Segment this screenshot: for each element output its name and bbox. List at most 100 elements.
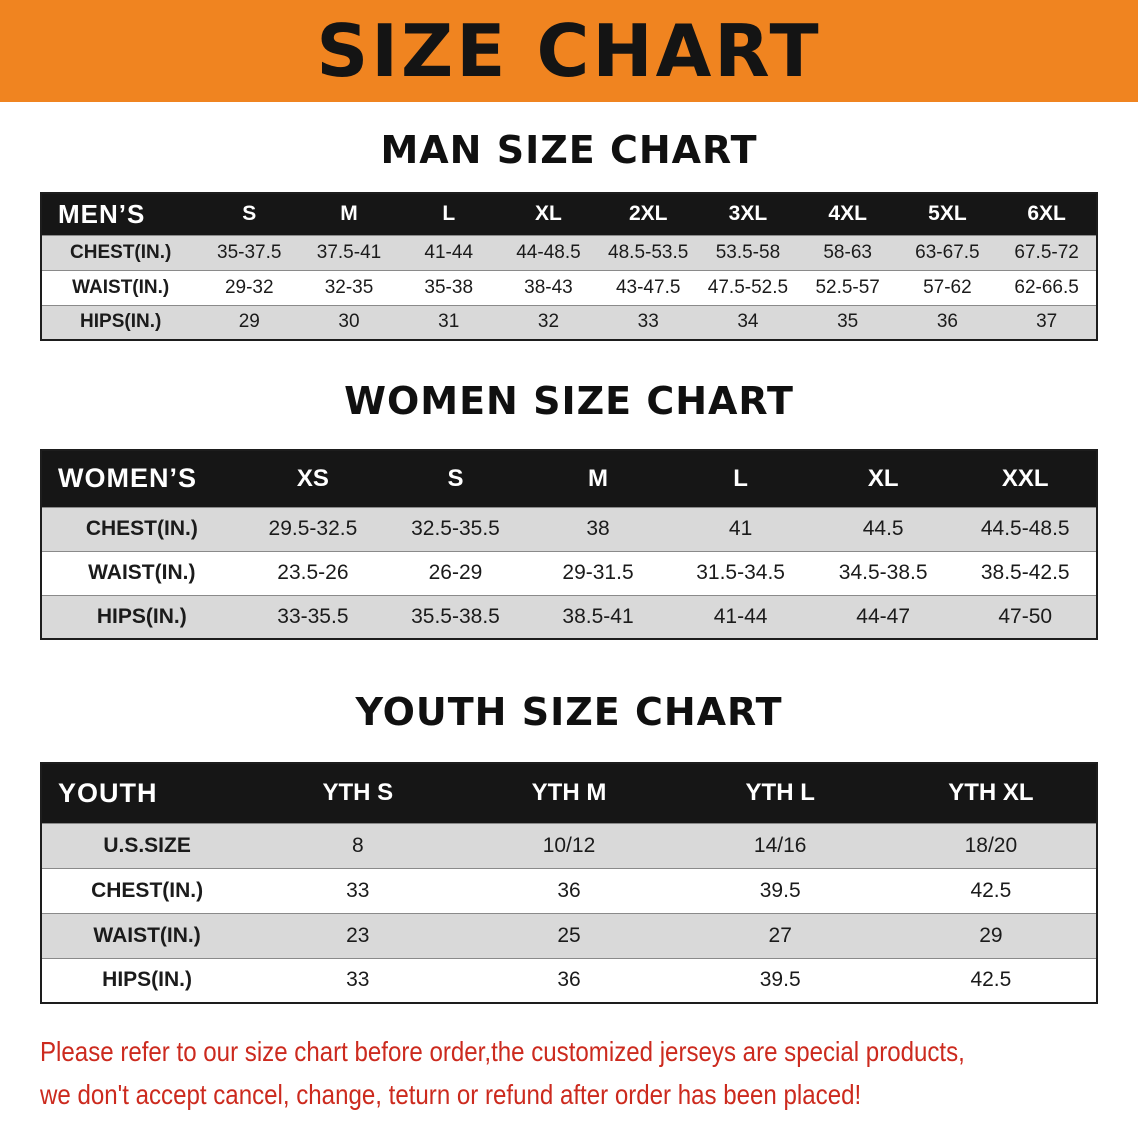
size-header-cell: YTH M xyxy=(463,763,675,823)
value-cell: 44-48.5 xyxy=(498,234,599,270)
table-row: WAIST(IN.) 29-32 32-35 35-38 38-43 43-47.5 47.… xyxy=(41,269,1097,305)
value-cell: 35 xyxy=(797,304,898,340)
size-header-cell: YTH S xyxy=(252,763,464,823)
size-header-cell: 5XL xyxy=(897,193,998,235)
table-row: HIPS(IN.) 33-35.5 35.5-38.5 38.5-41 41-44 44-… xyxy=(41,594,1097,639)
women-table: WOMEN’S XS S M L XL XXL CHEST(IN.) 29.5-32.5 32.5… xyxy=(40,449,1098,640)
value-cell: 31.5-34.5 xyxy=(669,550,812,595)
row-label-cell: WAIST(IN.) xyxy=(41,269,200,305)
value-cell: 38 xyxy=(526,506,670,551)
value-cell: 27 xyxy=(674,912,886,958)
youth-heading: YOUTH SIZE CHART xyxy=(355,690,783,734)
size-chart-banner: SIZE CHART xyxy=(0,0,1138,102)
value-cell: 26-29 xyxy=(384,550,527,595)
value-cell: 39.5 xyxy=(674,957,886,1003)
value-cell: 36 xyxy=(463,957,675,1003)
table-row: WAIST(IN.) 23 25 27 29 xyxy=(41,912,1097,958)
women-size-section: WOMEN SIZE CHART WOMEN’S XS S M L XL XXL CHEST(I… xyxy=(0,379,1138,640)
table-row: HIPS(IN.) 33 36 39.5 42.5 xyxy=(41,957,1097,1003)
row-label-cell: CHEST(IN.) xyxy=(41,234,200,270)
size-header-cell: L xyxy=(398,193,499,235)
youth-table-title: YOUTH xyxy=(41,763,253,823)
value-cell: 42.5 xyxy=(885,957,1097,1003)
table-row: CHEST(IN.) 35-37.5 37.5-41 41-44 44-48.5 48.5… xyxy=(41,234,1097,270)
table-row: U.S.SIZE 8 10/12 14/16 18/20 xyxy=(41,822,1097,868)
size-header-cell: XL xyxy=(498,193,599,235)
value-cell: 44-47 xyxy=(811,594,955,639)
value-cell: 33 xyxy=(252,957,464,1003)
value-cell: 18/20 xyxy=(885,822,1097,868)
value-cell: 47.5-52.5 xyxy=(698,269,798,305)
value-cell: 31 xyxy=(398,304,499,340)
value-cell: 34.5-38.5 xyxy=(811,550,955,595)
value-cell: 67.5-72 xyxy=(997,234,1097,270)
disclaimer: Please refer to our size chart before or… xyxy=(40,1030,1138,1117)
size-header-cell: YTH L xyxy=(674,763,886,823)
value-cell: 41-44 xyxy=(669,594,812,639)
value-cell: 52.5-57 xyxy=(797,269,898,305)
row-label-cell: U.S.SIZE xyxy=(41,822,253,868)
men-size-section: MAN SIZE CHART MEN’S S M L XL 2XL 3XL 4XL 5XL 6XL C… xyxy=(0,128,1138,341)
value-cell: 33-35.5 xyxy=(241,594,385,639)
header-row: WOMEN’S XS S M L XL XXL xyxy=(41,450,1097,507)
size-header-cell: YTH XL xyxy=(885,763,1097,823)
value-cell: 43-47.5 xyxy=(598,269,699,305)
row-label-cell: HIPS(IN.) xyxy=(41,304,200,340)
header-row: MEN’S S M L XL 2XL 3XL 4XL 5XL 6XL xyxy=(41,193,1097,235)
value-cell: 29-32 xyxy=(199,269,300,305)
women-table-title: WOMEN’S xyxy=(41,450,242,507)
value-cell: 39.5 xyxy=(674,867,886,913)
size-header-cell: S xyxy=(384,450,527,507)
value-cell: 29-31.5 xyxy=(526,550,670,595)
value-cell: 38.5-42.5 xyxy=(954,550,1097,595)
value-cell: 36 xyxy=(463,867,675,913)
table-row: WAIST(IN.) 23.5-26 26-29 29-31.5 31.5-34.5 34… xyxy=(41,550,1097,595)
table-row: CHEST(IN.) 29.5-32.5 32.5-35.5 38 41 44.5 44.5… xyxy=(41,506,1097,551)
page-title: SIZE CHART xyxy=(316,9,822,93)
size-chart-sections: MAN SIZE CHART MEN’S S M L XL 2XL 3XL 4XL 5XL 6XL C… xyxy=(0,128,1138,1004)
size-header-cell: XL xyxy=(811,450,955,507)
size-header-cell: 2XL xyxy=(598,193,699,235)
disclaimer-line-2: we don't accept cancel, change, teturn o… xyxy=(40,1079,862,1111)
row-label-cell: CHEST(IN.) xyxy=(41,506,242,551)
value-cell: 38.5-41 xyxy=(526,594,670,639)
value-cell: 62-66.5 xyxy=(997,269,1097,305)
value-cell: 48.5-53.5 xyxy=(598,234,699,270)
table-row: CHEST(IN.) 33 36 39.5 42.5 xyxy=(41,867,1097,913)
value-cell: 36 xyxy=(897,304,998,340)
value-cell: 8 xyxy=(252,822,464,868)
youth-table: YOUTH YTH S YTH M YTH L YTH XL U.S.SIZE 8 10/12… xyxy=(40,762,1098,1004)
row-label-cell: HIPS(IN.) xyxy=(41,594,242,639)
value-cell: 35.5-38.5 xyxy=(384,594,527,639)
size-header-cell: S xyxy=(199,193,300,235)
disclaimer-line-1: Please refer to our size chart before or… xyxy=(40,1036,965,1067)
size-header-cell: M xyxy=(299,193,399,235)
value-cell: 53.5-58 xyxy=(698,234,798,270)
value-cell: 10/12 xyxy=(463,822,675,868)
size-header-cell: 6XL xyxy=(997,193,1097,235)
row-label-cell: HIPS(IN.) xyxy=(41,957,253,1003)
value-cell: 33 xyxy=(252,867,464,913)
size-header-cell: XS xyxy=(241,450,385,507)
value-cell: 47-50 xyxy=(954,594,1097,639)
value-cell: 29 xyxy=(885,912,1097,958)
value-cell: 63-67.5 xyxy=(897,234,998,270)
row-label-cell: WAIST(IN.) xyxy=(41,912,253,958)
value-cell: 41 xyxy=(669,506,812,551)
value-cell: 38-43 xyxy=(498,269,599,305)
size-header-cell: XXL xyxy=(954,450,1097,507)
value-cell: 32-35 xyxy=(299,269,399,305)
size-header-cell: L xyxy=(669,450,812,507)
youth-size-section: YOUTH SIZE CHART YOUTH YTH S YTH M YTH L YTH … xyxy=(0,690,1138,1004)
value-cell: 57-62 xyxy=(897,269,998,305)
value-cell: 34 xyxy=(698,304,798,340)
value-cell: 42.5 xyxy=(885,867,1097,913)
value-cell: 44.5-48.5 xyxy=(954,506,1097,551)
value-cell: 35-38 xyxy=(398,269,499,305)
value-cell: 23 xyxy=(252,912,464,958)
value-cell: 23.5-26 xyxy=(241,550,385,595)
men-table: MEN’S S M L XL 2XL 3XL 4XL 5XL 6XL CHEST(IN.) 35-37… xyxy=(40,192,1098,341)
men-table-title: MEN’S xyxy=(41,193,200,235)
value-cell: 25 xyxy=(463,912,675,958)
row-label-cell: WAIST(IN.) xyxy=(41,550,242,595)
